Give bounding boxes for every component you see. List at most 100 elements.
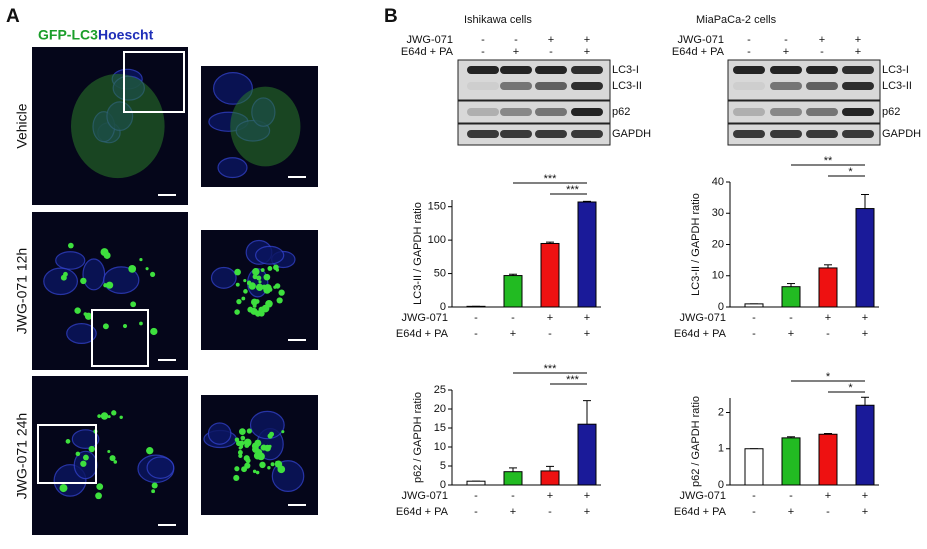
puncta xyxy=(243,455,250,462)
puncta xyxy=(107,450,111,454)
blot-title: MiaPaCa-2 cells xyxy=(696,14,777,26)
puncta xyxy=(96,483,104,490)
condition-sign: + xyxy=(862,490,868,502)
condition-sign: + xyxy=(548,34,554,46)
puncta xyxy=(250,298,258,306)
condition-name: JWG-071 xyxy=(678,34,724,46)
band-label: LC3-II xyxy=(612,80,642,92)
puncta xyxy=(240,435,246,441)
puncta xyxy=(145,267,149,271)
nucleus xyxy=(255,245,285,265)
significance-label: ** xyxy=(824,155,833,167)
legend-green: GFP-LC3 xyxy=(38,27,98,43)
bar xyxy=(744,448,764,486)
blot-band xyxy=(842,82,874,90)
nucleus xyxy=(71,429,100,449)
blot-box xyxy=(727,123,881,146)
puncta xyxy=(267,466,271,470)
blot-box xyxy=(457,100,611,124)
y-tick-label: 1 xyxy=(718,443,724,455)
puncta xyxy=(130,301,137,308)
y-axis-label: LC3-II / GAPDH ratio xyxy=(690,193,702,296)
blot-band xyxy=(535,108,567,116)
y-tick-label: 25 xyxy=(434,384,446,396)
condition-name: E64d + PA xyxy=(672,46,725,58)
condition-sign: + xyxy=(825,312,831,324)
nucleus xyxy=(55,251,86,270)
puncta xyxy=(234,437,240,443)
puncta xyxy=(246,428,253,434)
inset-box xyxy=(123,51,185,113)
band-label: GAPDH xyxy=(612,128,651,140)
blot-band xyxy=(571,82,603,90)
puncta xyxy=(80,460,87,467)
bar xyxy=(577,201,597,308)
condition-sign: + xyxy=(862,328,868,340)
puncta xyxy=(263,273,271,281)
bar xyxy=(540,470,560,486)
puncta xyxy=(250,307,258,315)
condition-sign: + xyxy=(584,490,590,502)
puncta xyxy=(273,264,279,271)
blot-band xyxy=(770,130,802,138)
condition-sign: + xyxy=(584,506,590,518)
puncta xyxy=(256,275,262,281)
y-tick-label: 15 xyxy=(434,422,446,434)
puncta xyxy=(268,287,273,292)
puncta xyxy=(100,412,109,420)
condition-sign: + xyxy=(513,46,519,58)
bar xyxy=(855,208,875,308)
nucleus xyxy=(249,410,285,440)
puncta xyxy=(270,462,275,467)
significance-label: *** xyxy=(544,173,558,185)
puncta xyxy=(103,283,108,288)
micrograph xyxy=(32,376,188,535)
condition-sign: + xyxy=(855,46,861,58)
puncta xyxy=(151,482,158,489)
bar xyxy=(503,471,523,486)
puncta xyxy=(236,298,242,305)
puncta xyxy=(247,280,252,285)
blot-band xyxy=(770,82,802,90)
puncta xyxy=(260,444,267,451)
nucleus xyxy=(217,157,248,179)
puncta xyxy=(106,281,114,289)
puncta xyxy=(243,279,247,283)
puncta xyxy=(80,277,87,285)
puncta xyxy=(122,323,128,329)
condition-sign: - xyxy=(481,46,485,58)
puncta xyxy=(235,282,240,287)
condition-sign: - xyxy=(752,328,756,340)
bar xyxy=(818,267,838,308)
puncta xyxy=(241,296,246,301)
puncta xyxy=(255,283,264,292)
puncta xyxy=(128,264,137,273)
y-tick-label: 20 xyxy=(434,403,446,415)
bar xyxy=(818,433,838,486)
blot-band xyxy=(535,130,567,138)
blot-box xyxy=(457,123,611,146)
puncta xyxy=(60,274,67,281)
condition-sign: - xyxy=(474,490,478,502)
condition-sign: + xyxy=(819,34,825,46)
condition-sign: - xyxy=(752,506,756,518)
micrographs xyxy=(32,47,318,535)
condition-sign: + xyxy=(510,328,516,340)
puncta xyxy=(234,268,241,276)
cytoplasm xyxy=(71,73,165,179)
significance-label: * xyxy=(848,166,853,178)
puncta xyxy=(234,466,240,472)
blot-band xyxy=(733,130,765,138)
puncta xyxy=(275,460,279,464)
blot-band xyxy=(500,108,532,116)
y-tick-label: 5 xyxy=(440,460,446,472)
condition-name: E64d + PA xyxy=(401,46,454,58)
blot-band xyxy=(500,130,532,138)
nucleus xyxy=(82,258,106,291)
band-label: LC3-II xyxy=(882,80,912,92)
condition-sign: - xyxy=(752,490,756,502)
legend-blue: Hoescht xyxy=(98,27,154,43)
bar xyxy=(781,286,801,308)
bar xyxy=(466,480,486,486)
